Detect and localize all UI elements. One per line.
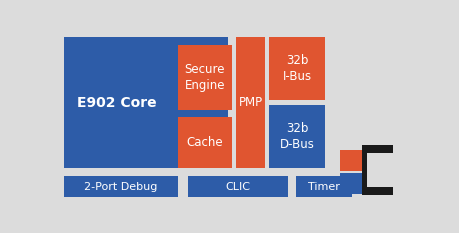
Text: 2-Port Debug: 2-Port Debug bbox=[84, 182, 157, 192]
Text: 32b
D-Bus: 32b D-Bus bbox=[279, 122, 314, 151]
Text: Cache: Cache bbox=[186, 136, 223, 149]
FancyBboxPatch shape bbox=[235, 37, 265, 168]
FancyBboxPatch shape bbox=[367, 153, 392, 187]
FancyBboxPatch shape bbox=[269, 105, 324, 168]
Text: Secure
Engine: Secure Engine bbox=[184, 63, 224, 92]
Text: CLIC: CLIC bbox=[225, 182, 250, 192]
FancyBboxPatch shape bbox=[187, 176, 288, 197]
FancyBboxPatch shape bbox=[63, 37, 228, 168]
FancyBboxPatch shape bbox=[63, 176, 178, 197]
FancyBboxPatch shape bbox=[177, 45, 231, 110]
FancyBboxPatch shape bbox=[361, 145, 392, 195]
Text: PMP: PMP bbox=[238, 96, 262, 109]
FancyBboxPatch shape bbox=[340, 150, 361, 171]
Text: E902 Core: E902 Core bbox=[77, 96, 156, 110]
FancyBboxPatch shape bbox=[269, 37, 324, 100]
Text: Timer: Timer bbox=[308, 182, 339, 192]
FancyBboxPatch shape bbox=[296, 176, 351, 197]
FancyBboxPatch shape bbox=[177, 116, 231, 168]
FancyBboxPatch shape bbox=[340, 173, 361, 194]
Text: 32b
I-Bus: 32b I-Bus bbox=[282, 54, 311, 83]
